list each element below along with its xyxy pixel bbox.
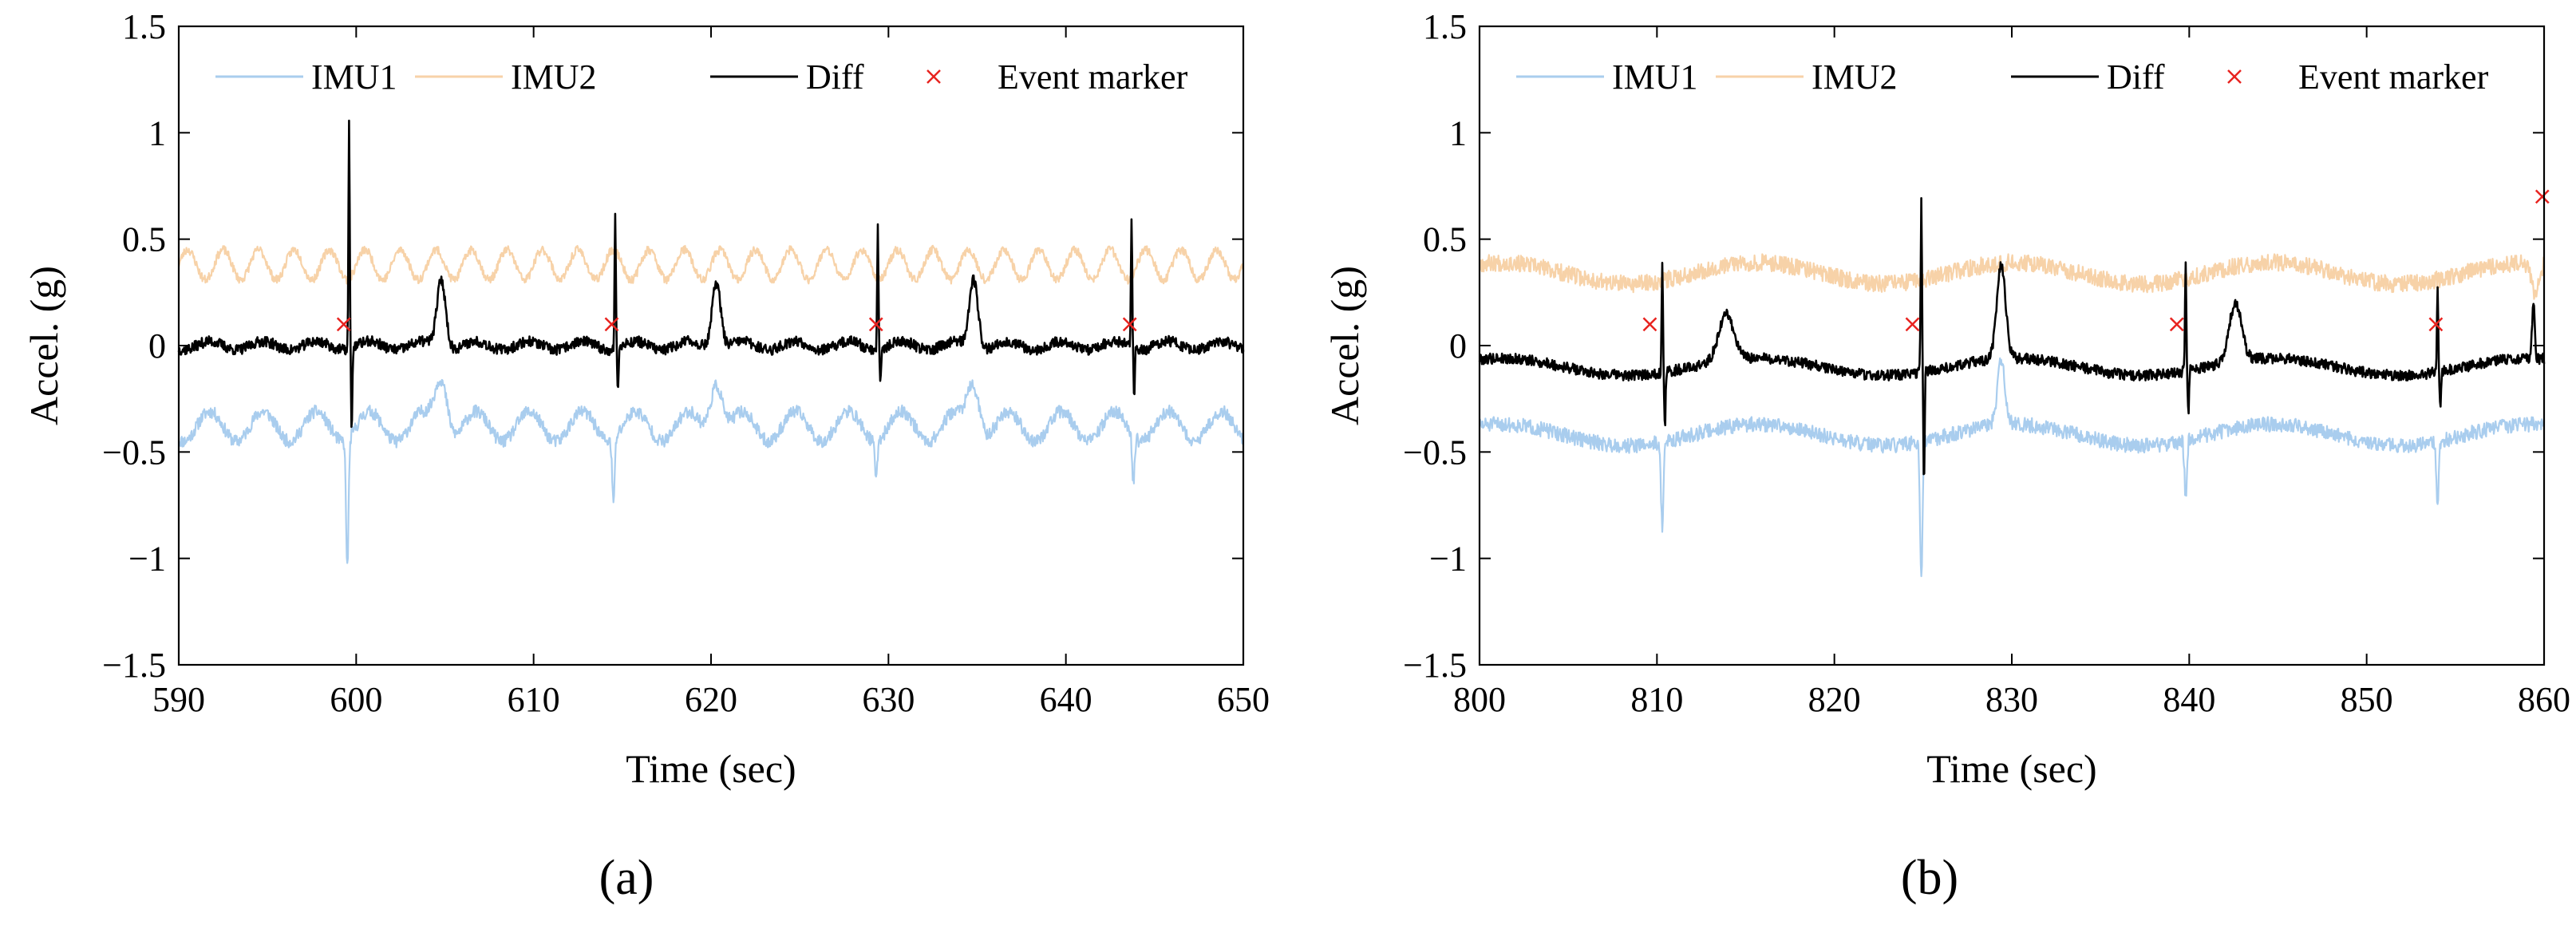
panel-a-x-tick-label: 590 [152, 680, 205, 719]
panel-a-series [177, 119, 1245, 564]
panel-a-ticks: 590 600 610 620 630 640 650 −1.5 −1 −0.5 0 0.5 1 1.5 [102, 7, 1270, 719]
panel-b-legend-item-diff: Diff [2011, 57, 2165, 97]
panel-b-ylabel: Accel. (g) [1322, 266, 1367, 425]
panel-a-x-tick-label: 640 [1040, 680, 1092, 719]
panel-a-ylabel: Accel. (g) [22, 266, 66, 425]
panel-a-event-marker [604, 317, 619, 332]
panel-b-x-tick-label: 840 [2163, 680, 2215, 719]
panel-a-y-tick-label: 1 [148, 113, 166, 152]
panel-a-legend-label: Event marker [998, 57, 1188, 97]
panel-b-y-tick-label: 1 [1449, 113, 1467, 152]
panel-a-event-marker [868, 317, 883, 332]
panel-b-legend-item-event-marker: Event marker [2227, 57, 2489, 97]
panel-a-x-tick-label: 610 [508, 680, 560, 719]
panel-a-legend-item-imu2: IMU2 [415, 57, 597, 97]
panel-a-legend: IMU1 IMU2 Diff Event marker [215, 57, 1188, 97]
panel-b-axes-frame [1478, 25, 2546, 666]
panel-a-legend-item-imu1: IMU1 [215, 57, 397, 97]
panel-b-event-marker [2428, 317, 2444, 332]
panel-b-x-tick-label: 800 [1453, 680, 1506, 719]
panel-a-legend-label: IMU2 [511, 57, 597, 97]
panel-a-x-tick-label: 620 [685, 680, 737, 719]
panel-b-y-tick-label: 0 [1449, 326, 1467, 366]
panel-b-legend-label: IMU1 [1612, 57, 1698, 97]
panel-b: 800 810 820 830 840 850 860−1.5−1−0.500.511.5 … [1322, 7, 2570, 905]
panel-a-imu1-line [178, 378, 1245, 564]
panel-b-event-marker [2535, 189, 2550, 204]
panel-b-x-tick-label: 860 [2518, 680, 2570, 719]
panel-a-event-marker [1122, 317, 1137, 332]
panel-b-x-tick-label: 810 [1630, 680, 1683, 719]
panel-a-y-tick-label: 0.5 [122, 220, 166, 259]
panel-a-x-tick-label: 650 [1217, 680, 1270, 719]
panel-a-y-tick-label: 0 [148, 326, 166, 366]
panel-b-diff-line [1478, 197, 2546, 476]
panel-a-y-tick-label: 1.5 [122, 7, 166, 46]
panel-b-x-tick-label: 850 [2341, 680, 2393, 719]
panel-b-legend-item-imu1: IMU1 [1516, 57, 1698, 97]
panel-a-diff-line [177, 119, 1245, 429]
panel-b-y-tick-label: −1.5 [1403, 646, 1467, 685]
panel-b-y-tick-label: −0.5 [1403, 433, 1467, 472]
panel-b-y-tick-label: −1 [1429, 540, 1467, 579]
panel-a-y-tick-label: −1 [128, 540, 166, 579]
panel-a: 590 600 610 620 630 640 650−1.5−1−0.500.511.5 … [22, 7, 1270, 905]
panel-a-label: (a) [599, 851, 654, 905]
panel-a-legend-label: Diff [806, 57, 864, 97]
panel-a-xlabel: Time (sec) [626, 746, 796, 791]
panel-a-y-tick-label: −1.5 [102, 646, 166, 685]
panel-a-legend-item-event-marker: Event marker [926, 57, 1188, 97]
panel-b-event-marker [1642, 317, 1657, 332]
panel-b-event-marker [2169, 317, 2184, 332]
panel-b-series [1478, 189, 2550, 578]
panel-b-xlabel: Time (sec) [1926, 746, 2096, 791]
panel-b-legend: IMU1 IMU2 Diff Event marker [1516, 57, 2489, 97]
panel-a-legend-item-diff: Diff [710, 57, 864, 97]
panel-b-imu2-line [1478, 253, 2546, 300]
panel-b-imu1-line [1478, 357, 2546, 578]
panel-b-legend-label: IMU2 [1811, 57, 1898, 97]
panel-b-ticks: 800 810 820 830 840 850 860 −1.5 −1 −0.5 0 0.5 1 1.5 [1403, 7, 2570, 719]
panel-b-legend-item-imu2: IMU2 [1716, 57, 1898, 97]
panel-b-legend-label: Diff [2107, 57, 2165, 97]
panel-a-legend-label: IMU1 [311, 57, 397, 97]
panel-a-imu2-line [177, 244, 1245, 285]
panel-a-event-marker [336, 317, 351, 332]
panel-b-legend-label: Event marker [2298, 57, 2489, 97]
panel-b-y-tick-label: 0.5 [1423, 220, 1467, 259]
panel-a-x-tick-label: 600 [330, 680, 382, 719]
panel-b-x-tick-label: 830 [1985, 680, 2038, 719]
panel-a-y-tick-label: −0.5 [102, 433, 166, 472]
panel-b-event-marker [1905, 317, 1920, 332]
panel-a-x-tick-label: 630 [862, 680, 915, 719]
panel-b-label: (b) [1901, 851, 1958, 905]
panel-b-x-tick-label: 820 [1808, 680, 1861, 719]
panel-b-y-tick-label: 1.5 [1423, 7, 1467, 46]
